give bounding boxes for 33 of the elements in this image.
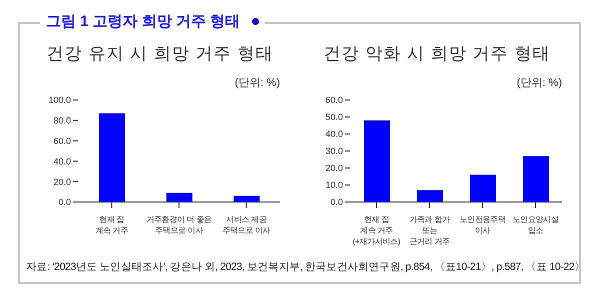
- bar: [417, 190, 443, 202]
- x-tick-label: 가족과 합가 또는 근거리 거주: [409, 215, 450, 246]
- x-tick-label: 노인요양시설 입소: [512, 215, 559, 235]
- x-tick-label: 거주환경이 더 좋은 주택으로 이사: [146, 215, 212, 235]
- y-tick-label: 0.0: [330, 197, 343, 208]
- bar: [470, 174, 496, 202]
- y-tick-label: 60.0: [325, 95, 343, 106]
- y-tick-label: 20.0: [53, 176, 71, 187]
- bar: [166, 192, 192, 202]
- y-tick-label: 0.0: [58, 197, 71, 208]
- y-axis-title: (단위: %): [516, 76, 563, 90]
- bar: [364, 120, 390, 202]
- bar: [234, 196, 260, 202]
- text: 자료: ‘2023년도 노인실태조사’, 강은나 외, 2023, 보건복지부, 한국보건사회연구원, p.854, 〈표10-21〉, p.587, 〈표 10-22〉: [26, 260, 585, 274]
- y-tick-label: 40.0: [325, 129, 343, 140]
- bar: [523, 156, 549, 202]
- y-tick-label: 40.0: [53, 156, 71, 166]
- y-tick-label: 20.0: [325, 163, 343, 174]
- x-tick-label: 현재 집 계속 거주: [95, 215, 128, 235]
- x-tick-label: 현재 집 계속 거주 (+재가서비스): [352, 215, 401, 246]
- x-tick-label: 노인전용주택 이사: [459, 215, 506, 235]
- chart-title: 건강 악화 시 희망 거주 형태: [322, 43, 552, 65]
- y-tick-label: 50.0: [325, 112, 343, 122]
- y-tick-label: 60.0: [53, 136, 71, 146]
- bar: [99, 113, 125, 202]
- x-tick-label: 서비스 제공 주택으로 이사: [222, 215, 271, 235]
- y-tick-label: 100.0: [48, 95, 71, 106]
- y-tick-label: 30.0: [325, 146, 343, 156]
- y-tick-label: 80.0: [53, 116, 71, 126]
- y-axis-title: (단위: %): [234, 76, 281, 90]
- y-tick-label: 10.0: [325, 180, 343, 190]
- caption: 그림 1 고령자 희망 거주 형태: [46, 12, 240, 31]
- chart-title: 건강 유지 시 희망 거주 형태: [46, 43, 274, 65]
